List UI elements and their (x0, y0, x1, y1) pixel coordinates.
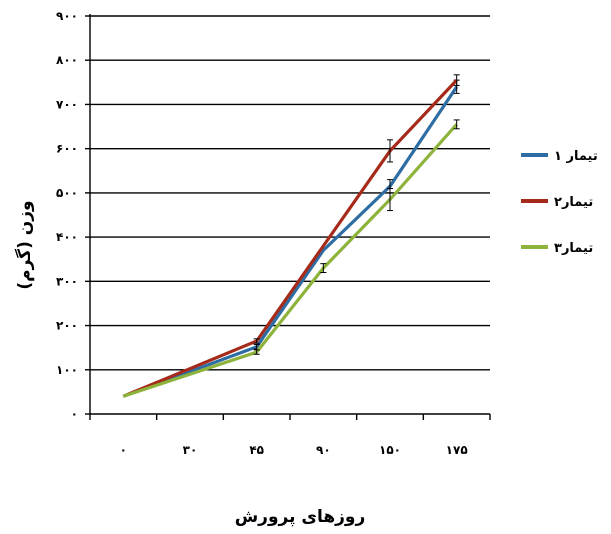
y-tick-label: ۴۰۰ (56, 230, 78, 244)
y-tick-label: ۹۰۰ (56, 9, 78, 23)
x-tick-label: ۱۵۰ (379, 443, 401, 457)
series-line-2 (122, 79, 458, 398)
series-line-3 (122, 123, 458, 398)
gridlines (90, 15, 490, 371)
y-tick-label: ۲۰۰ (56, 319, 78, 333)
x-axis-title: روزهای پرورش (235, 507, 366, 527)
x-tick-label: ۴۵ (249, 443, 264, 457)
y-tick-label: ۷۰۰ (56, 97, 78, 111)
y-tick-label: ۱۰۰ (56, 363, 78, 377)
error-bar (253, 338, 260, 344)
axes (85, 14, 491, 420)
legend: تیمار ۱ تیمار۲ تیمار۳ (521, 149, 598, 256)
error-bar (453, 119, 460, 130)
y-tick-label: ۶۰۰ (56, 142, 78, 156)
y-tick-label: ۰ (71, 407, 78, 421)
plot-area (122, 74, 460, 398)
y-tick-label: ۸۰۰ (56, 53, 78, 67)
error-bar (253, 349, 260, 355)
y-tick-label: ۵۰۰ (56, 186, 78, 200)
x-tick-label: ۱۷۵ (446, 443, 468, 457)
y-tick-labels: ۰ ۱۰۰ ۲۰۰ ۳۰۰ ۴۰۰ ۵۰۰ ۶۰۰ ۷۰۰ ۸۰۰ ۹۰۰ (56, 9, 78, 421)
y-tick-label: ۳۰۰ (56, 274, 78, 288)
x-tick-label: ۹۰ (316, 443, 331, 457)
legend-label-1: تیمار ۱ (554, 149, 598, 164)
y-axis-title: وزن (گرم) (14, 200, 35, 289)
x-tick-label: ۰ (120, 443, 127, 457)
error-bar (387, 139, 393, 163)
x-tick-labels: ۰ ۳۰ ۴۵ ۹۰ ۱۵۰ ۱۷۵ (120, 443, 468, 457)
x-tick-label: ۳۰ (183, 443, 198, 457)
error-bar (320, 263, 327, 273)
series-line-1 (122, 85, 459, 398)
error-bar (387, 187, 393, 212)
legend-label-2: تیمار۲ (554, 195, 593, 210)
error-bar (453, 74, 460, 86)
legend-label-3: تیمار۳ (554, 241, 593, 256)
